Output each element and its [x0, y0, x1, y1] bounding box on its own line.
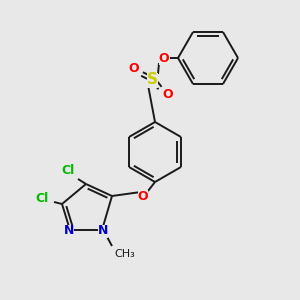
Text: O: O	[163, 88, 173, 100]
Text: O: O	[138, 190, 148, 202]
Text: Cl: Cl	[61, 164, 75, 178]
Text: CH₃: CH₃	[114, 249, 135, 259]
Text: N: N	[64, 224, 74, 238]
Text: Cl: Cl	[35, 191, 49, 205]
Text: O: O	[159, 52, 169, 64]
Text: S: S	[146, 73, 158, 88]
Text: O: O	[129, 61, 139, 74]
Text: N: N	[98, 224, 108, 238]
